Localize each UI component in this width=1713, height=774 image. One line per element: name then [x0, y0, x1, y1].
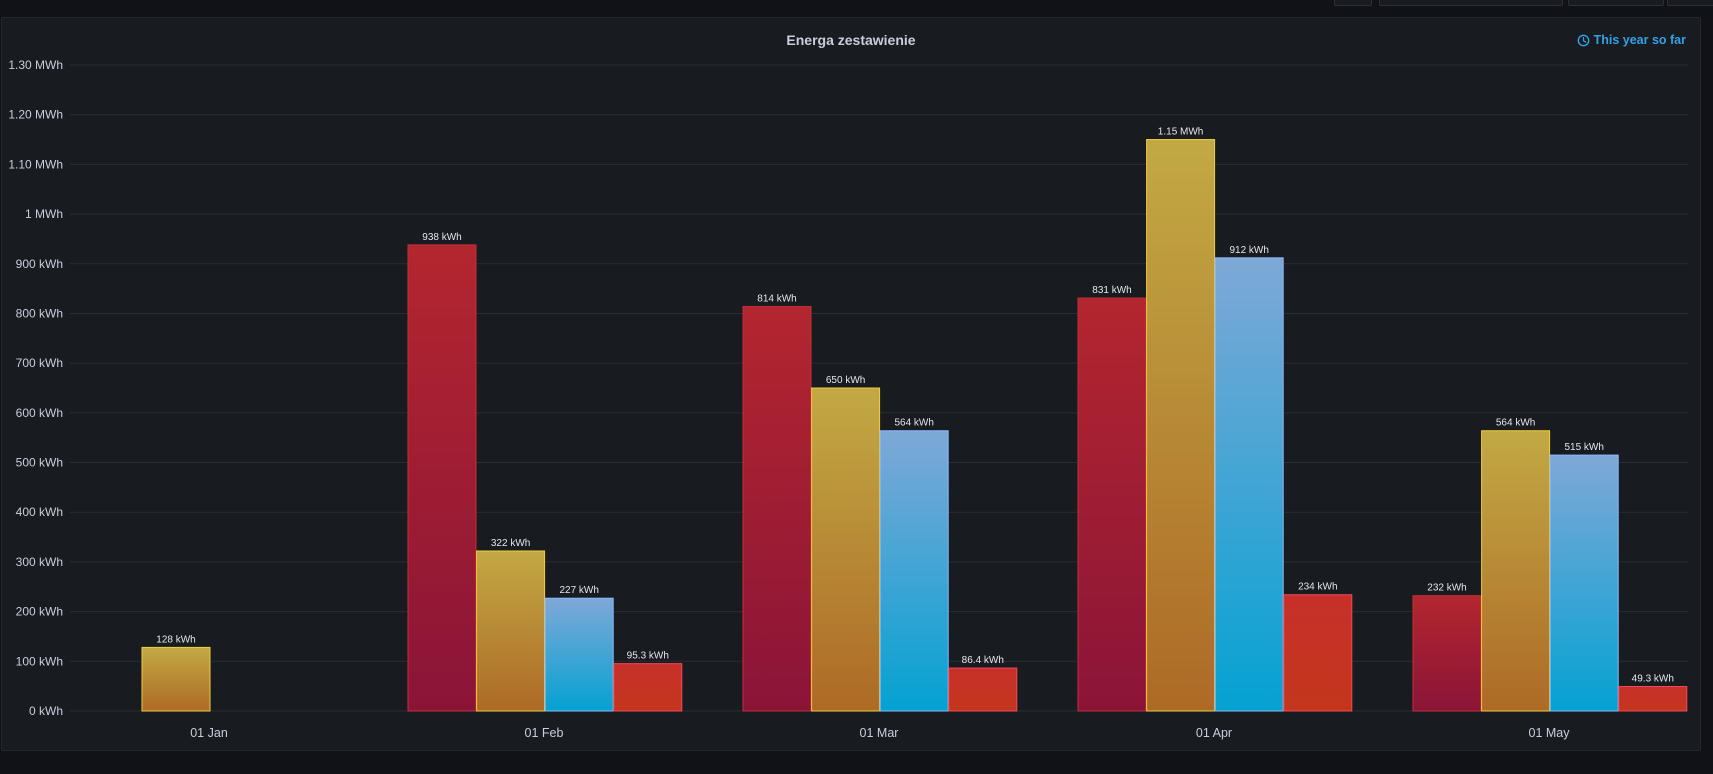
bar: [613, 663, 683, 712]
data-label: 831 kWh: [1092, 285, 1131, 296]
data-label: 564 kWh: [894, 418, 933, 429]
y-tick-label: 900 kWh: [16, 257, 63, 271]
data-label: 814 kWh: [757, 294, 796, 305]
y-tick-label: 500 kWh: [16, 456, 63, 470]
bar: [407, 244, 477, 712]
data-label: 912 kWh: [1229, 245, 1268, 256]
y-tick-label: 1.30 MWh: [8, 58, 63, 72]
bar: [1481, 430, 1551, 712]
bar: [476, 550, 546, 712]
data-label: 564 kWh: [1496, 418, 1535, 429]
bar: [544, 597, 614, 712]
data-label: 515 kWh: [1564, 442, 1603, 453]
bar: [1214, 257, 1284, 712]
y-tick-label: 1.10 MWh: [8, 157, 63, 171]
data-label: 227 kWh: [559, 585, 598, 596]
y-tick-label: 1 MWh: [25, 207, 63, 221]
bar: [141, 646, 211, 712]
y-tick-label: 0 kWh: [29, 704, 63, 718]
bar: [742, 306, 812, 712]
clock-icon: [1577, 34, 1590, 47]
time-range-info[interactable]: This year so far: [1577, 33, 1686, 47]
y-tick-label: 200 kWh: [16, 605, 63, 619]
y-tick-label: 400 kWh: [16, 505, 63, 519]
dashboard-top-strip: [0, 0, 1713, 14]
x-tick-label: 01 Jan: [190, 726, 228, 740]
bar: [1146, 139, 1216, 712]
y-tick-label: 1.20 MWh: [8, 108, 63, 122]
x-tick-label: 01 Feb: [525, 726, 564, 740]
time-picker-button[interactable]: [1379, 0, 1563, 6]
bar: [1283, 594, 1353, 712]
data-label: 650 kWh: [826, 375, 865, 386]
data-label: 232 kWh: [1427, 583, 1466, 594]
data-label: 49.3 kWh: [1632, 674, 1674, 685]
time-range-label: This year so far: [1593, 33, 1686, 47]
panel-title[interactable]: Energa zestawienie: [786, 32, 916, 48]
y-tick-label: 700 kWh: [16, 356, 63, 370]
data-label: 234 kWh: [1298, 582, 1337, 593]
bar: [1412, 595, 1482, 712]
data-label: 1.15 MWh: [1158, 127, 1204, 138]
bar: [1549, 454, 1619, 712]
y-tick-label: 800 kWh: [16, 306, 63, 320]
y-tick-label: 100 kWh: [16, 654, 63, 668]
y-tick-label: 600 kWh: [16, 406, 63, 420]
toolbar-button[interactable]: [1667, 0, 1713, 6]
x-tick-label: 01 May: [1529, 726, 1571, 740]
bar: [948, 667, 1018, 712]
bar: [879, 430, 949, 712]
data-label: 128 kWh: [156, 634, 195, 645]
toolbar-button[interactable]: [1568, 0, 1664, 6]
bar: [1077, 297, 1147, 712]
data-label: 86.4 kWh: [962, 655, 1004, 666]
data-label: 95.3 kWh: [627, 651, 669, 662]
bar: [811, 387, 881, 712]
x-tick-label: 01 Mar: [860, 726, 899, 740]
data-label: 938 kWh: [422, 232, 461, 243]
data-label: 322 kWh: [491, 538, 530, 549]
toolbar-button[interactable]: [1334, 0, 1372, 6]
bar: [1618, 686, 1688, 712]
y-tick-label: 300 kWh: [16, 555, 63, 569]
x-tick-label: 01 Apr: [1196, 726, 1232, 740]
